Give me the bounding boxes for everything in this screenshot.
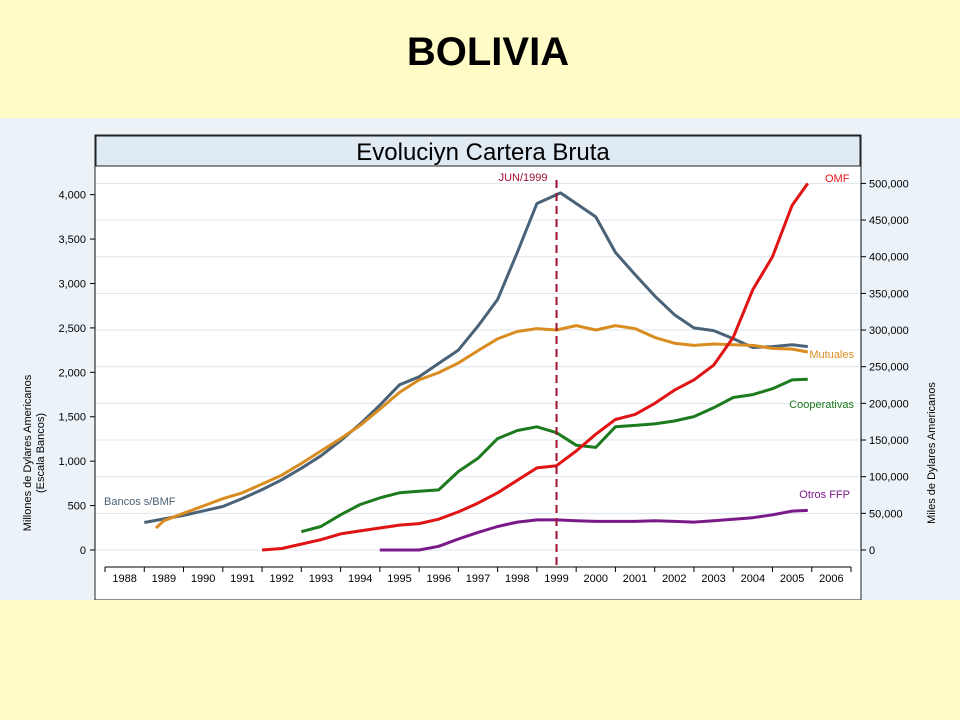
x-tick-label: 2006 — [819, 573, 843, 585]
left-tick-label: 3,000 — [58, 278, 86, 290]
x-tick-label: 1989 — [152, 573, 176, 585]
series-line-mutuales — [154, 324, 809, 530]
left-tick-label: 500 — [68, 501, 86, 513]
left-tick-label: 1,000 — [58, 456, 86, 468]
x-tick-label: 2005 — [780, 573, 804, 585]
chart-title-bar — [95, 135, 861, 167]
x-tick-label: 1992 — [269, 573, 293, 585]
x-tick-label: 1988 — [112, 573, 136, 585]
left-tick-label: 4,000 — [58, 190, 86, 202]
series-label-omf: OMF — [825, 173, 850, 185]
right-tick-label: 500,000 — [869, 178, 909, 190]
x-tick-label: 2004 — [741, 573, 765, 585]
right-tick-label: 300,000 — [869, 325, 909, 337]
chart: Evoluciyn Cartera Bruta 0 500 1,000 1,500 2,… — [22, 134, 938, 600]
left-tick-label: 3,500 — [58, 234, 86, 246]
left-axis-title-line1: Millones de Dylares Americanos — [22, 374, 34, 531]
grid — [96, 182, 860, 551]
x-tick-label: 1993 — [309, 573, 333, 585]
x-tick-label: 1996 — [426, 573, 450, 585]
x-tick-label: 1990 — [191, 573, 215, 585]
x-tick-label: 1997 — [466, 573, 490, 585]
left-tick-label: 2,000 — [58, 367, 86, 379]
series-line-bancos — [144, 191, 808, 524]
x-tick-label: 1995 — [387, 573, 411, 585]
right-tick-label: 50,000 — [869, 508, 903, 520]
series-label-cooperativas: Cooperativas — [789, 399, 854, 411]
series-line-omf — [261, 182, 810, 552]
right-tick-label: 200,000 — [869, 398, 909, 410]
series-label-bancos: Bancos s/BMF — [104, 496, 176, 508]
x-tick-label: 1994 — [348, 573, 372, 585]
right-tick-label: 400,000 — [869, 252, 909, 264]
left-tick-label: 1,500 — [58, 412, 86, 424]
chart-title: Evoluciyn Cartera Bruta — [356, 139, 610, 166]
right-tick-label: 0 — [869, 545, 875, 557]
right-tick-label: 250,000 — [869, 362, 909, 374]
x-tick-label: 1998 — [505, 573, 529, 585]
right-axis-title: Miles de Dylares Americanos — [926, 382, 938, 524]
x-tick-label: 2002 — [662, 573, 686, 585]
series-lines — [144, 180, 810, 567]
x-tick-label: 1991 — [230, 573, 254, 585]
series-label-mutuales: Mutuales — [809, 349, 854, 361]
axes: 0 500 1,000 1,500 2,000 2,500 3,000 3,500 4,000 0… — [58, 178, 908, 585]
x-tick-label: 1999 — [544, 573, 568, 585]
series-line-otros_ffp — [379, 508, 808, 552]
series-label-otros_ffp: Otros FFP — [799, 489, 850, 501]
right-tick-label: 350,000 — [869, 288, 909, 300]
x-tick-label: 2001 — [623, 573, 647, 585]
left-tick-label: 0 — [80, 545, 86, 557]
x-tick-label: 2003 — [701, 573, 725, 585]
right-tick-label: 450,000 — [869, 215, 909, 227]
slide-title: BOLIVIA — [406, 30, 570, 74]
series-labels: JUN/1999 Bancos s/BMF Mutuales Cooperativas… — [104, 172, 854, 508]
left-tick-label: 2,500 — [58, 323, 86, 335]
right-tick-label: 150,000 — [869, 435, 909, 447]
annotation-label: JUN/1999 — [499, 172, 548, 184]
x-tick-label: 2000 — [584, 573, 608, 585]
right-tick-label: 100,000 — [869, 472, 909, 484]
left-axis-title-line2: (Escala Bancos) — [35, 413, 47, 493]
plot-frame — [94, 134, 862, 600]
chart-panel: Evoluciyn Cartera Bruta 0 500 1,000 1,500 2,… — [0, 118, 960, 600]
